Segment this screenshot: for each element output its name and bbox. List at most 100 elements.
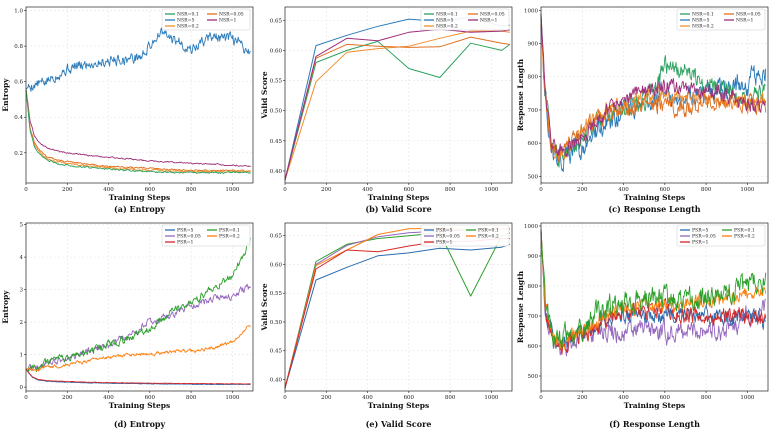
legend-label: NSR=0.2: [436, 24, 458, 30]
y-tick-label: 700: [528, 108, 539, 114]
legend-label: NSR=0.05: [480, 12, 505, 18]
legend-label: PSR=1: [436, 240, 453, 246]
x-tick-label: 600: [404, 187, 415, 193]
y-tick-label: 0.6: [14, 80, 23, 86]
x-tick-label: 0: [539, 187, 543, 193]
series-line-PSR-0-2: [284, 227, 510, 389]
legend: PSR=5 PSR=0.1 PSR=0.05 PSR=0.2 PSR=1: [420, 224, 510, 247]
y-tick-label: 3: [20, 288, 24, 294]
x-tick-label: 800: [186, 395, 197, 401]
x-tick-label: 1000: [225, 395, 239, 401]
x-tick-label: 400: [103, 395, 114, 401]
series-line-PSR-0-1: [540, 228, 767, 351]
series-line-PSR-1: [284, 238, 510, 389]
legend-label: PSR=0.05: [436, 234, 460, 240]
legend-label: NSR=0.2: [692, 24, 714, 30]
x-tick-label: 0: [24, 187, 28, 193]
legend-label: PSR=1: [692, 240, 709, 246]
y-tick-label: 500: [528, 174, 539, 180]
x-tick-label: 1000: [484, 187, 498, 193]
y-tick-label: 0.4: [14, 115, 23, 121]
y-axis-label: Response Length: [516, 58, 525, 131]
legend-box: [161, 224, 251, 247]
legend-label: NSR=0.1: [436, 12, 458, 18]
axes-frame: [540, 222, 769, 392]
legend-label: PSR=0.1: [478, 228, 499, 234]
y-tick-label: 600: [528, 141, 539, 147]
series-line-PSR-0-1: [25, 237, 251, 373]
x-axis-label: Training Steps: [109, 401, 170, 410]
legend-label: NSR=5: [436, 18, 453, 24]
legend-label: PSR=0.1: [734, 228, 755, 234]
x-tick-label: 400: [362, 187, 373, 193]
legend: NSR=0.1 NSR=0.05 NSR=5 NSR=1 NSR=0.2: [676, 8, 766, 31]
x-tick-label: 400: [103, 187, 114, 193]
y-axis-label: Valid Score: [260, 71, 269, 119]
panel-caption: (b) Valid Score: [365, 204, 431, 214]
y-axis-label: Entropy: [1, 78, 10, 112]
y-axis-label: Response Length: [516, 270, 525, 343]
legend-label: NSR=1: [736, 18, 753, 24]
y-tick-label: 0.55: [270, 79, 283, 85]
y-tick-label: 700: [528, 314, 539, 320]
x-tick-label: 200: [577, 187, 588, 193]
y-tick-label: 0.2: [14, 151, 23, 157]
x-tick-label: 600: [145, 187, 156, 193]
series-line-NSR-5: [25, 27, 251, 92]
series-line-PSR-1: [25, 368, 251, 385]
x-tick-label: 800: [445, 187, 456, 193]
y-tick-label: 0.8: [14, 44, 23, 50]
y-tick-label: 500: [528, 374, 539, 380]
legend-label: NSR=0.05: [219, 12, 244, 18]
y-tick-label: 0.60: [270, 262, 283, 268]
legend-label: PSR=0.2: [478, 234, 499, 240]
x-tick-label: 600: [145, 395, 156, 401]
y-tick-label: 0.50: [270, 109, 283, 115]
legend-box: [420, 8, 510, 31]
legend-label: PSR=0.2: [734, 234, 755, 240]
legend: NSR=0.1 NSR=0.05 NSR=5 NSR=1 NSR=0.2: [420, 8, 510, 31]
panel-caption: (d) Entropy: [114, 419, 166, 429]
chart-panel-4: 0 200 400 600 800 1000 0 1 2 3 4 5 Training Steps Ent…: [1, 223, 254, 429]
x-tick-label: 0: [539, 395, 543, 401]
y-tick-label: 0.65: [270, 234, 283, 240]
y-tick-label: 0.60: [270, 48, 283, 54]
series-line-PSR-0-2: [26, 325, 251, 372]
panel-caption: (a) Entropy: [114, 204, 165, 214]
x-tick-label: 200: [321, 187, 332, 193]
panel-caption: (e) Valid Score: [366, 419, 432, 429]
x-axis-label: Training Steps: [624, 401, 685, 410]
x-tick-label: 800: [701, 187, 712, 193]
series-line-NSR-0-05: [25, 88, 251, 173]
y-tick-label: 5: [20, 223, 24, 229]
chart-panel-6: 0 200 400 600 800 1000 500 600 700 800 900 1000 Trai…: [516, 222, 769, 429]
series-line-NSR-1: [540, 13, 767, 158]
legend-label: PSR=0.1: [219, 228, 240, 234]
x-tick-label: 800: [445, 395, 456, 401]
y-tick-label: 0: [20, 385, 24, 391]
x-tick-label: 600: [660, 187, 671, 193]
y-axis-label: Valid Score: [260, 283, 269, 331]
series-line-PSR-0-05: [25, 283, 252, 371]
x-tick-label: 0: [24, 395, 28, 401]
legend-label: PSR=1: [177, 240, 194, 246]
axes-frame: [284, 222, 513, 392]
y-axis-label: Entropy: [1, 290, 10, 324]
series-line-NSR-5: [284, 16, 510, 181]
y-tick-label: 2: [20, 320, 24, 326]
x-tick-label: 600: [404, 395, 415, 401]
x-tick-label: 200: [321, 395, 332, 401]
series-line-NSR-0-1: [25, 88, 251, 174]
y-tick-label: 1000: [524, 8, 538, 14]
legend-label: NSR=0.2: [177, 24, 199, 30]
series-line-NSR-1: [25, 88, 251, 167]
y-tick-label: 0.45: [270, 349, 283, 355]
x-tick-label: 1000: [225, 187, 239, 193]
x-tick-label: 800: [186, 187, 197, 193]
legend-label: PSR=5: [436, 228, 453, 234]
chart-panel-1: 0 200 400 600 800 1000 0.2 0.4 0.6 0.8 1.0 Training…: [1, 6, 254, 214]
legend-box: [420, 224, 510, 247]
y-tick-label: 1000: [524, 224, 538, 230]
legend-label: NSR=0.1: [177, 12, 199, 18]
x-tick-label: 1000: [740, 187, 754, 193]
